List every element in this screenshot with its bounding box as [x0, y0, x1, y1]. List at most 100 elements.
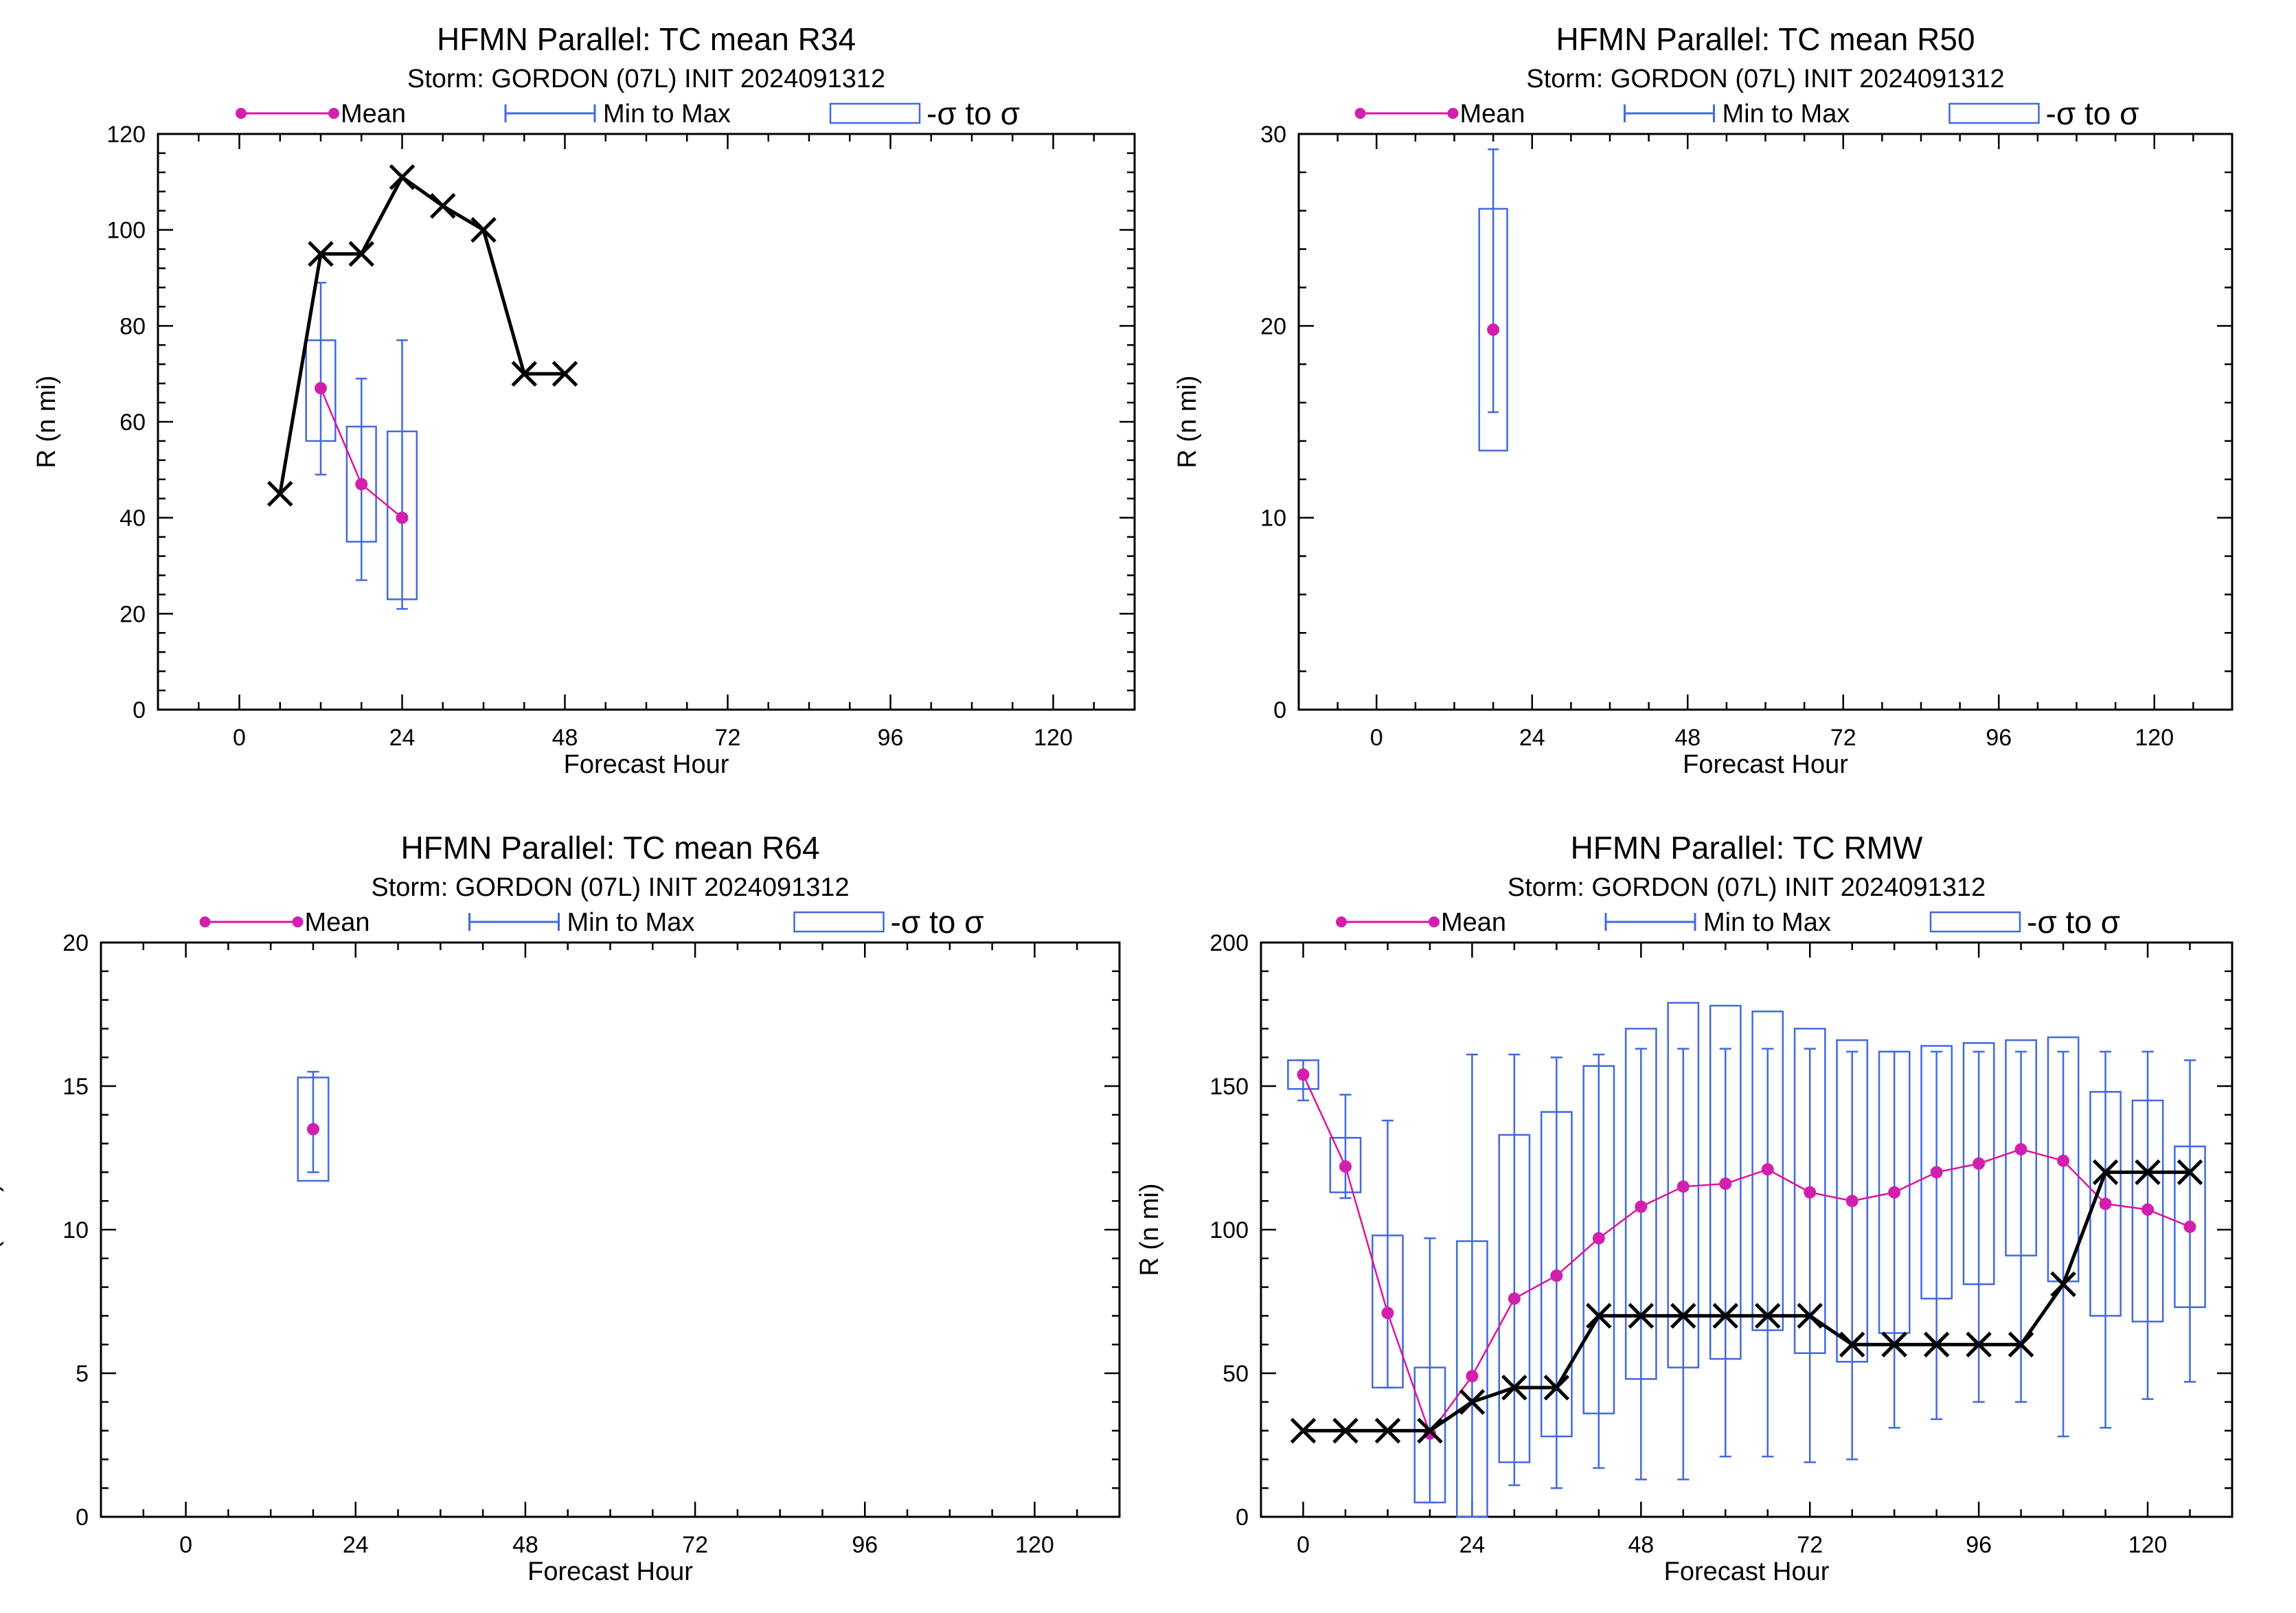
legend-label-minmax: Min to Max [567, 908, 695, 937]
mean-point [1635, 1200, 1648, 1213]
chart-subtitle: Storm: GORDON (07L) INIT 2024091312 [1526, 65, 2004, 93]
observed-point [2050, 1271, 2076, 1298]
mean-point [2099, 1197, 2112, 1210]
legend: Mean Min to Max -σ to σ [199, 904, 984, 940]
observed-point [1628, 1302, 1655, 1329]
y-tick-label: 5 [76, 1361, 89, 1387]
sigma-box [1709, 1004, 1742, 1360]
observed-point [2008, 1331, 2034, 1357]
observed-point [266, 480, 293, 507]
mean-point [1339, 1160, 1352, 1173]
observed-point [1543, 1375, 1570, 1401]
sigma-box [1624, 1028, 1657, 1380]
sigma-box [1920, 1045, 1953, 1300]
x-tick-label: 0 [179, 1532, 192, 1558]
sigma-box [345, 425, 377, 543]
mean-point [1930, 1166, 1943, 1179]
legend-sigma-box [793, 911, 885, 933]
mean-point [396, 511, 409, 524]
sigma-box [2131, 1099, 2164, 1323]
legend-sigma-box [1948, 102, 2040, 124]
legend-label-mean: Mean [341, 100, 406, 128]
sigma-box [1456, 1240, 1488, 1518]
observed-point [429, 192, 456, 219]
observed-point [1712, 1302, 1739, 1329]
y-tick-label: 20 [120, 601, 146, 627]
observed-series [266, 164, 578, 507]
observed-point [1586, 1302, 1612, 1329]
x-axis: 0 24 48 72 96 120 Forecast Hour [1297, 134, 2234, 779]
plot-frame [1297, 133, 2234, 711]
sigma-box [1836, 1039, 1869, 1363]
chart-panel-2: HFMN Parallel: TC mean R50 Storm: GORDON … [1173, 21, 2234, 779]
mean-point [1381, 1307, 1394, 1320]
x-tick-label: 48 [1628, 1532, 1654, 1558]
legend: Mean Min to Max -σ to σ [236, 95, 1020, 131]
y-tick-label: 120 [106, 122, 146, 148]
x-tick-label: 72 [1830, 725, 1856, 751]
sigma-box [1751, 1011, 1784, 1331]
legend-mean-marker [236, 108, 247, 119]
mean-series [1297, 1068, 2196, 1440]
observed-point [1374, 1417, 1401, 1444]
sigma-box [386, 430, 418, 600]
x-tick-label: 0 [1297, 1532, 1310, 1558]
observed-point [1923, 1331, 1950, 1357]
chart-subtitle: Storm: GORDON (07L) INIT 2024091312 [1508, 873, 1986, 902]
x-tick-label: 72 [1797, 1532, 1823, 1558]
mean-point [1973, 1157, 1986, 1170]
y-tick-label: 20 [62, 930, 89, 956]
sigma-box [1878, 1050, 1911, 1334]
observed-line [1303, 1170, 2190, 1433]
legend-mean-marker [1354, 108, 1366, 119]
y-tick-label: 100 [106, 218, 146, 244]
y-tick-label: 100 [1209, 1217, 1249, 1243]
chart-title: HFMN Parallel: TC mean R34 [437, 21, 856, 57]
sigma-box [1478, 207, 1508, 452]
sigma-box [1413, 1366, 1446, 1504]
x-tick-label: 24 [1459, 1532, 1485, 1558]
observed-point [1754, 1302, 1781, 1329]
y-axis-label: R (n mi) [32, 375, 61, 468]
x-tick-label: 96 [1966, 1532, 1992, 1558]
mean-series [306, 1123, 319, 1136]
sigma-box [1962, 1042, 1995, 1285]
sigma-box [2005, 1039, 2037, 1256]
mean-point [1676, 1180, 1690, 1193]
mean-point [315, 382, 327, 395]
mean-point [355, 477, 368, 490]
legend-mean-marker [1429, 916, 1440, 927]
legend-label-sigma: -σ to σ [891, 904, 984, 940]
x-tick-label: 48 [552, 725, 578, 751]
observed-point [1290, 1417, 1317, 1444]
y-axis: 0 20 40 60 80 100 120 R (n mi) [32, 122, 1135, 723]
x-tick-label: 96 [878, 725, 904, 751]
mean-point [1487, 323, 1500, 336]
x-tick-label: 48 [512, 1532, 538, 1558]
x-axis: 0 24 48 72 96 120 Forecast Hour [157, 134, 1136, 779]
mean-point [306, 1123, 319, 1136]
sigma-box [2174, 1145, 2206, 1309]
x-axis-label: Forecast Hour [1683, 750, 1848, 779]
mean-series [1487, 323, 1500, 336]
x-tick-label: 120 [1034, 725, 1073, 751]
legend-label-sigma: -σ to σ [927, 95, 1020, 131]
plot-frame [100, 941, 1121, 1518]
observed-point [1417, 1417, 1443, 1444]
mean-point [1592, 1232, 1605, 1245]
observed-point [470, 216, 497, 243]
legend-label-sigma: -σ to σ [2027, 904, 2120, 940]
legend-mean-marker [1447, 108, 1459, 119]
y-tick-label: 150 [1209, 1074, 1249, 1100]
observed-point [1966, 1331, 1992, 1357]
observed-point [1501, 1375, 1527, 1401]
legend-label-minmax: Min to Max [603, 100, 731, 128]
mean-point [1719, 1177, 1732, 1191]
sigma-box [1287, 1059, 1319, 1090]
y-tick-label: 0 [133, 697, 146, 723]
mean-point [1888, 1186, 1901, 1199]
x-tick-label: 24 [343, 1532, 369, 1558]
mean-point [1466, 1370, 1479, 1383]
y-tick-label: 0 [1273, 697, 1286, 723]
